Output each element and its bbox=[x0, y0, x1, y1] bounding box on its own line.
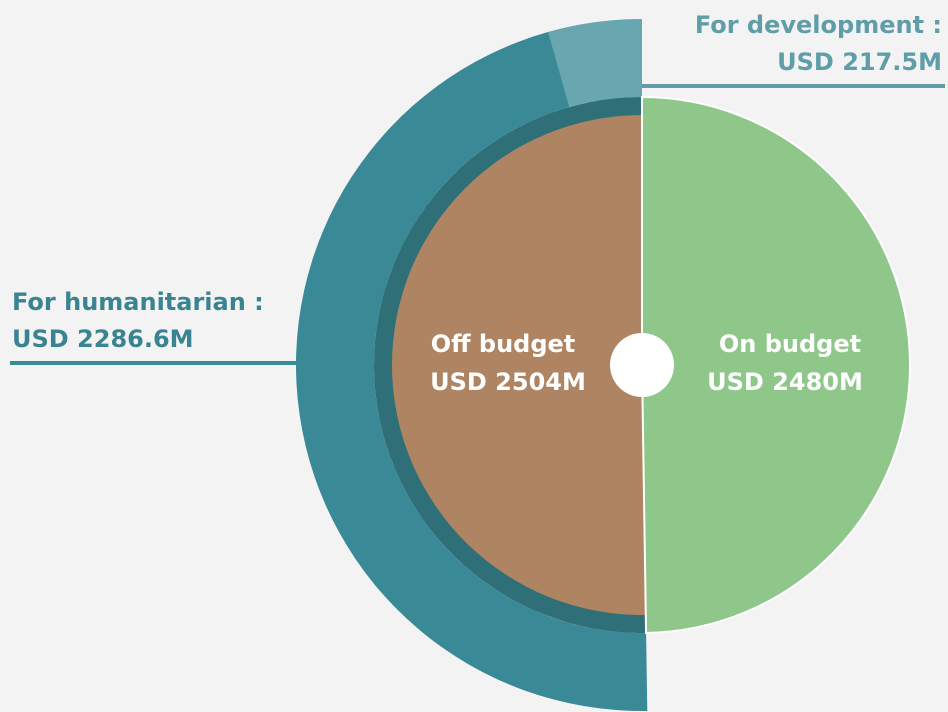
ring-segment bbox=[296, 31, 648, 711]
slice-label: On budget bbox=[719, 330, 861, 358]
slice bbox=[391, 115, 646, 615]
child-label: For development : bbox=[695, 11, 942, 39]
slice bbox=[641, 95, 911, 634]
slice-value-label: USD 2504M bbox=[430, 368, 586, 396]
child-value-label: USD 217.5M bbox=[777, 48, 942, 76]
slice-label: Off budget bbox=[431, 330, 576, 358]
child-value-label: USD 2286.6M bbox=[12, 325, 194, 353]
ring-segment bbox=[548, 19, 642, 108]
center-hole bbox=[610, 333, 674, 397]
slice-value-label: USD 2480M bbox=[707, 368, 863, 396]
child-label: For humanitarian : bbox=[12, 288, 264, 316]
marks bbox=[296, 19, 911, 711]
